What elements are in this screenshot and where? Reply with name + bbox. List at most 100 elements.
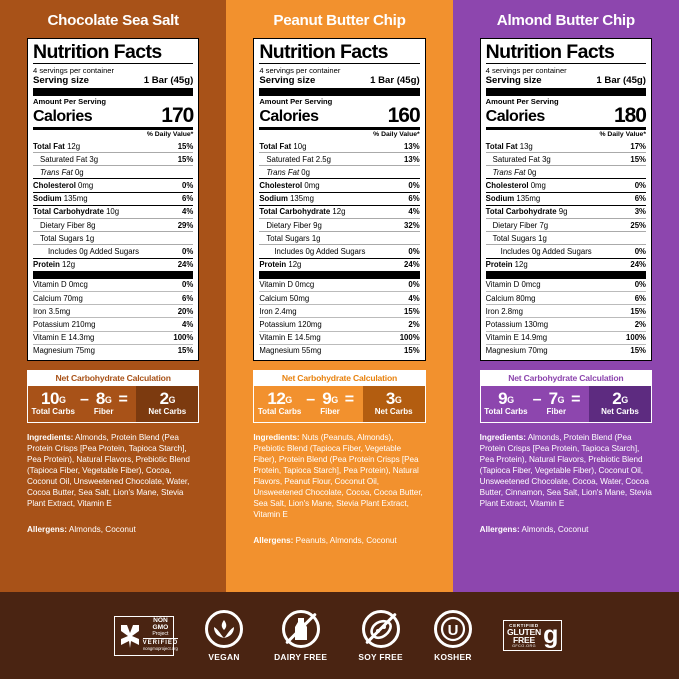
nutrient-row: Total Fat 10g 13% (259, 140, 419, 153)
nutrient-name: Saturated Fat 3g (33, 152, 173, 166)
total-carbs-label: Total Carbs (484, 407, 528, 417)
fiber-cell: 7G Fiber (547, 390, 567, 417)
non-gmo-url: nongmoproject.org (142, 645, 178, 651)
nutrient-daily-value: 24% (399, 257, 420, 271)
vitamin-daily-value: 6% (607, 290, 646, 305)
vitamin-daily-value: 15% (380, 304, 420, 318)
nutrient-row: Dietary Fiber 8g 29% (33, 218, 194, 232)
vitamin-row: Iron 2.8mg 15% (485, 304, 646, 318)
nutrient-daily-value: 0% (172, 244, 194, 259)
certified-gluten-free-icon: CERTIFIED GLUTEN FREE GFCO.ORG g (502, 616, 565, 656)
flavor-panels: Chocolate Sea Salt Nutrition Facts 4 ser… (0, 0, 679, 592)
allergens-list: Almonds, Coconut (68, 524, 136, 534)
vitamin-row: Iron 3.5mg 20% (33, 304, 194, 318)
allergens-label: Allergens: (253, 535, 294, 545)
net-carbs-cell: 2G Net Carbs (601, 390, 639, 417)
nutrient-daily-value: 4% (172, 204, 194, 219)
calories-row: Calories 160 (259, 106, 420, 127)
nutrient-row: Total Sugars 1g (259, 231, 420, 245)
nutrition-facts-box: Nutrition Facts 4 servings per container… (27, 38, 200, 361)
cert-label: DAIRY FREE (274, 651, 328, 662)
nutrient-name: Total Sugars 1g (259, 231, 400, 245)
nutrient-name: Cholesterol 0mg (259, 178, 400, 193)
equals-operator: = (344, 391, 355, 409)
vitamin-name: Calcium 80mg (485, 290, 608, 305)
cert-vegan: VEGAN (205, 609, 244, 662)
allergens-label: Allergens: (479, 524, 520, 534)
nutrient-name: Includes 0g Added Sugars (259, 244, 400, 259)
nutrient-name: Total Carbohydrate 12g (259, 204, 400, 219)
nutrient-name: Protein 12g (33, 257, 173, 271)
vitamin-name: Potassium 120mg (259, 317, 381, 332)
nutrient-name: Total Fat 13g (485, 141, 533, 151)
vitamin-daily-value: 4% (154, 317, 194, 332)
minus-operator: – (79, 391, 89, 409)
vitamin-daily-value: 6% (154, 290, 194, 305)
net-carbs-unit: G (621, 395, 628, 406)
vitamin-row: Iron 2.4mg 15% (259, 304, 420, 318)
vitamin-row: Potassium 130mg 2% (485, 317, 646, 332)
serving-size-value: 1 Bar (45g) (596, 74, 646, 86)
butterfly-icon (120, 624, 139, 648)
total-carbs-unit: G (507, 395, 514, 406)
nutrient-row: Includes 0g Added Sugars 0% (485, 244, 646, 259)
allergens-list: Peanuts, Almonds, Coconut (295, 535, 397, 545)
allergens-list: Almonds, Coconut (521, 524, 589, 534)
leaf-icon (205, 609, 244, 648)
kosher-u-glyph: U (440, 616, 466, 641)
nutrient-daily-value: 32% (399, 218, 420, 232)
net-carbs-label: Net Carbs (601, 407, 639, 417)
serving-size-label: Serving size (485, 74, 542, 86)
nutrient-row: Total Carbohydrate 12g 4% (259, 204, 420, 219)
nutrient-name: Total Sugars 1g (33, 231, 173, 245)
vitamin-table: Vitamin D 0mcg 0% Calcium 80mg 6% Iron 2.8mg… (485, 279, 646, 357)
cert-dairy-free: DAIRY FREE (274, 609, 328, 662)
nutrient-name: Protein 12g (259, 257, 400, 271)
leaf-glyph (214, 619, 235, 638)
total-carbs-unit: G (285, 395, 292, 406)
nutrient-daily-value: 0% (399, 178, 420, 193)
nutrient-name: Saturated Fat 2.5g (259, 152, 400, 166)
nutrient-row: Cholesterol 0mg 0% (33, 178, 194, 193)
net-carb-header: Net Carbohydrate Calculation (28, 370, 199, 387)
nutrient-daily-value (172, 231, 194, 245)
nutrient-table: Total Fat 12g 15% Saturated Fat 3g 15% Trans… (33, 140, 194, 271)
nutrient-daily-value (172, 165, 194, 179)
nutrient-row: Dietary Fiber 7g 25% (485, 218, 646, 232)
total-carbs-cell: 10G Total Carbs (32, 390, 75, 417)
total-carbs-unit: G (58, 395, 66, 406)
fiber-label: Fiber (93, 407, 114, 417)
cert-label: KOSHER (434, 651, 472, 662)
calories-row: Calories 170 (33, 106, 194, 127)
calories-row: Calories 180 (486, 106, 647, 127)
kosher-u-icon: U (433, 609, 472, 648)
gluten-free-g-mark: g (543, 620, 559, 649)
cert-kosher: U KOSHER (433, 609, 472, 662)
nutrient-row: Total Fat 13g 17% (486, 140, 646, 153)
nutrient-row: Dietary Fiber 9g 32% (259, 218, 420, 232)
vitamin-daily-value: 15% (607, 343, 646, 357)
vitamin-daily-value: 2% (380, 317, 420, 332)
panel-almond-butter-chip: Almond Butter Chip Nutrition Facts 4 ser… (452, 0, 679, 592)
serving-size-label: Serving size (259, 74, 316, 86)
nutrient-daily-value: 3% (625, 204, 646, 219)
nutrient-row: Saturated Fat 3g 15% (33, 152, 194, 166)
nutrient-daily-value: 24% (172, 257, 194, 271)
flavor-title: Almond Butter Chip (496, 12, 635, 29)
calories-label: Calories (33, 108, 93, 126)
nutrient-row: Includes 0g Added Sugars 0% (259, 244, 420, 259)
vitamin-row: Calcium 80mg 6% (485, 290, 646, 305)
nutrient-daily-value (625, 165, 646, 179)
nutrient-name: Cholesterol 0mg (33, 178, 173, 193)
nutrient-table: Total Fat 13g 17% Saturated Fat 3g 15% Trans… (485, 140, 646, 271)
gluten-free-org: GFCO.ORG (512, 644, 536, 649)
vitamin-row: Vitamin D 0mcg 0% (259, 279, 419, 292)
nutrition-facts-title: Nutrition Facts (485, 41, 615, 63)
net-carbs-unit: G (168, 395, 176, 406)
vitamin-row: Potassium 210mg 4% (33, 317, 194, 332)
nutrient-row: Cholesterol 0mg 0% (259, 178, 420, 193)
nutrient-daily-value (399, 231, 420, 245)
nutrition-facts-title: Nutrition Facts (259, 41, 388, 63)
nutrition-facts-box: Nutrition Facts 4 servings per container… (479, 38, 652, 361)
